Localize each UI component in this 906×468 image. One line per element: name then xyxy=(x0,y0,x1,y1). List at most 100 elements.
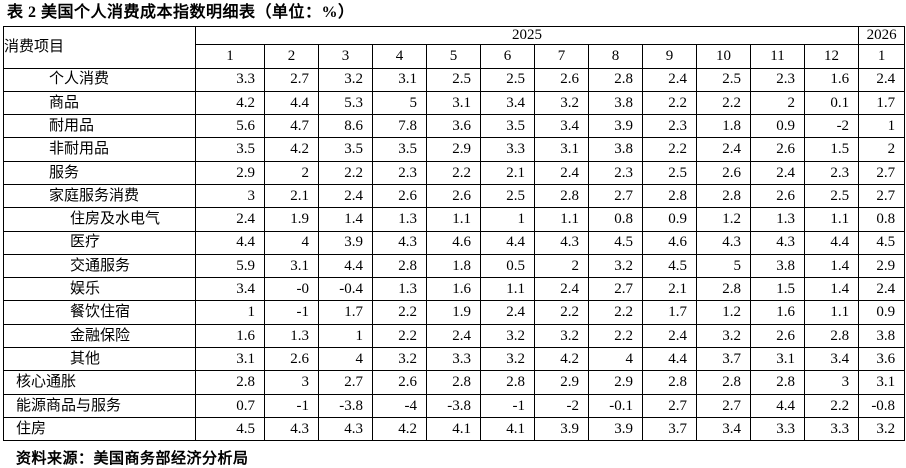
value-cell: 2.2 xyxy=(696,90,751,116)
value-cell: -1 xyxy=(264,393,319,418)
value-cell: 1.7 xyxy=(858,90,906,116)
value-cell: 2.4 xyxy=(534,160,589,185)
value-cell: 4.2 xyxy=(534,347,589,372)
value-cell: 4.6 xyxy=(642,230,697,255)
value-cell: 1.1 xyxy=(803,207,860,232)
value-cell: 4.3 xyxy=(264,416,319,442)
value-cell: 2.8 xyxy=(696,183,751,209)
header-month-2025: 10 xyxy=(696,43,751,69)
row-label: 非耐用品 xyxy=(3,137,196,162)
value-cell: 1.6 xyxy=(426,277,481,302)
value-cell: 3.1 xyxy=(264,253,319,279)
value-cell: 4.5 xyxy=(195,416,265,442)
value-cell: 2.2 xyxy=(534,300,589,325)
row-label: 住房 xyxy=(3,416,196,442)
value-cell: 1.6 xyxy=(750,300,805,325)
table-row: 家庭服务消费 3 2.1 2.4 2.6 2.6 2.5 2.8 2.7 2.8 2.8 2.6 2.5… xyxy=(3,183,906,209)
row-label: 住房及水电气 xyxy=(3,207,196,232)
header-month-2025: 11 xyxy=(750,43,805,69)
value-cell: 2.9 xyxy=(534,370,589,395)
value-cell: 2.5 xyxy=(642,160,697,185)
value-cell: 2.2 xyxy=(588,323,643,349)
table-title: 表 2 美国个人消费成本指数明细表（单位：%） xyxy=(7,4,355,21)
value-cell: 3.5 xyxy=(480,114,535,139)
value-cell: 2.5 xyxy=(696,67,751,92)
row-label: 商品 xyxy=(3,90,196,116)
value-cell: 4.2 xyxy=(372,416,427,442)
value-cell: 2.7 xyxy=(642,393,697,418)
value-cell: 2.6 xyxy=(750,137,805,162)
header-month-2025: 6 xyxy=(480,43,535,69)
value-cell: 4.1 xyxy=(426,416,481,442)
value-cell: 3.7 xyxy=(642,416,697,442)
value-cell: 4.4 xyxy=(480,230,535,255)
value-cell: 2.8 xyxy=(642,370,697,395)
value-cell: 3.1 xyxy=(195,347,265,372)
table-row: 核心通胀 2.8 3 2.7 2.6 2.8 2.8 2.9 2.9 2.8 2.8 2.8 3 3.1 xyxy=(3,370,906,395)
header-year-2026: 2026 xyxy=(858,26,906,45)
source-note: 资料来源：美国商务部经济分析局 xyxy=(16,451,249,468)
value-cell: 3.1 xyxy=(534,137,589,162)
value-cell: 3.7 xyxy=(696,347,751,372)
value-cell: 3 xyxy=(264,370,319,395)
value-cell: 1.8 xyxy=(696,114,751,139)
value-cell: 1.3 xyxy=(750,207,805,232)
value-cell: 0.8 xyxy=(858,207,906,232)
value-cell: 3.5 xyxy=(318,137,373,162)
value-cell: 1.4 xyxy=(318,207,373,232)
value-cell: 2.4 xyxy=(642,67,697,92)
value-cell: 3.1 xyxy=(858,370,906,395)
value-cell: 0.9 xyxy=(642,207,697,232)
value-cell: 3.2 xyxy=(534,90,589,116)
value-cell: 1 xyxy=(195,300,265,325)
table-row: 交通服务 5.9 3.1 4.4 2.8 1.8 0.5 2 3.2 4.5 5 3.8 1.4 2.9 xyxy=(3,253,906,279)
value-cell: 3.9 xyxy=(534,416,589,442)
value-cell: -3.8 xyxy=(426,393,481,418)
value-cell: 2.3 xyxy=(588,160,643,185)
value-cell: 4 xyxy=(588,347,643,372)
value-cell: 2.7 xyxy=(858,160,906,185)
value-cell: 3.2 xyxy=(318,67,373,92)
value-cell: 3.8 xyxy=(858,323,906,349)
value-cell: 2.8 xyxy=(588,67,643,92)
value-cell: 3.8 xyxy=(750,253,805,279)
value-cell: 1.3 xyxy=(372,207,427,232)
row-label: 耐用品 xyxy=(3,114,196,139)
table-row: 非耐用品 3.5 4.2 3.5 3.5 2.9 3.3 3.1 3.8 2.2 2.4 2.6 1.5… xyxy=(3,137,906,162)
value-cell: 3.2 xyxy=(372,347,427,372)
value-cell: 3 xyxy=(195,183,265,209)
value-cell: 2.6 xyxy=(372,370,427,395)
month-header-row: 1 2 3 4 5 6 7 8 9 10 11 12 1 xyxy=(4,43,906,69)
value-cell: 4 xyxy=(318,347,373,372)
value-cell: 2.2 xyxy=(803,393,860,418)
row-label: 交通服务 xyxy=(3,253,196,279)
value-cell: 4 xyxy=(264,230,319,255)
value-cell: 0.8 xyxy=(588,207,643,232)
table-row: 住房 4.5 4.3 4.3 4.2 4.1 4.1 3.9 3.9 3.7 3.4 3.3 3.3 3.… xyxy=(3,416,906,442)
value-cell: 3 xyxy=(803,370,860,395)
value-cell: 2.6 xyxy=(426,183,481,209)
value-cell: 2.9 xyxy=(426,137,481,162)
table-row: 娱乐 3.4 -0 -0.4 1.3 1.6 1.1 2.4 2.7 2.1 2.8 1.5 1.4 2.… xyxy=(3,277,906,302)
value-cell: 2.8 xyxy=(803,323,860,349)
value-cell: 2.1 xyxy=(480,160,535,185)
value-cell: 1.1 xyxy=(480,277,535,302)
value-cell: 3.4 xyxy=(696,416,751,442)
value-cell: 4.4 xyxy=(195,230,265,255)
value-cell: 1.1 xyxy=(426,207,481,232)
value-cell: 1.6 xyxy=(195,323,265,349)
value-cell: 2.2 xyxy=(426,160,481,185)
value-cell: 3.2 xyxy=(534,323,589,349)
value-cell: 2.3 xyxy=(642,114,697,139)
row-label: 能源商品与服务 xyxy=(3,393,196,418)
value-cell: 4.4 xyxy=(750,393,805,418)
table-row: 餐饮住宿 1 -1 1.7 2.2 1.9 2.4 2.2 2.2 1.7 1.2 1.6 1.1 0.9 xyxy=(3,300,906,325)
value-cell: -1 xyxy=(480,393,535,418)
value-cell: 2 xyxy=(264,160,319,185)
row-label: 个人消费 xyxy=(3,67,196,92)
value-cell: 5 xyxy=(696,253,751,279)
value-cell: 3.4 xyxy=(480,90,535,116)
value-cell: 2.7 xyxy=(696,393,751,418)
value-cell: 1.5 xyxy=(750,277,805,302)
value-cell: 3.1 xyxy=(372,67,427,92)
